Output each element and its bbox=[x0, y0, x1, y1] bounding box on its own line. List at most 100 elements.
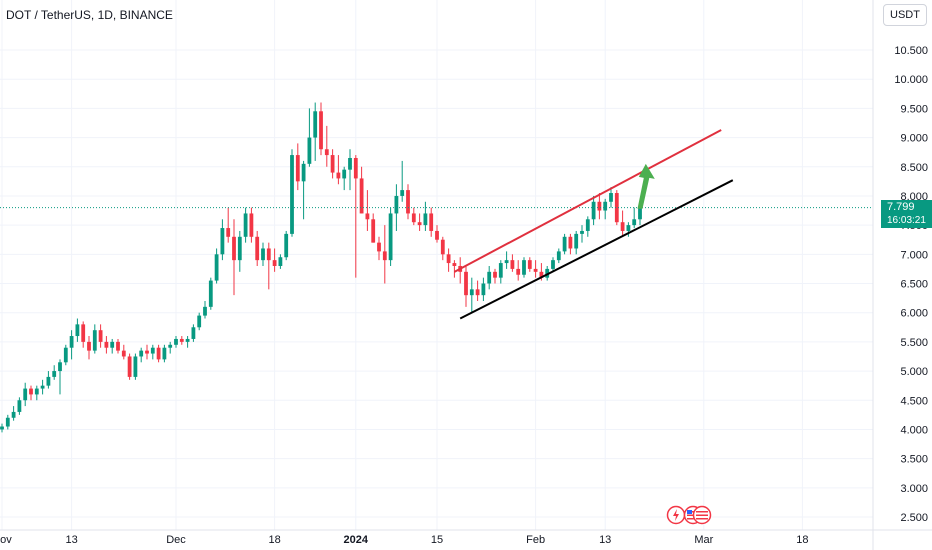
candle-body bbox=[11, 411, 16, 418]
candle-body bbox=[498, 263, 503, 278]
candle-body bbox=[440, 239, 445, 255]
last-price-value: 7.799 bbox=[887, 201, 915, 213]
candle-body bbox=[603, 201, 608, 211]
candle-body bbox=[597, 201, 602, 211]
countdown-timer: 16:03:21 bbox=[887, 215, 926, 226]
candle-body bbox=[168, 344, 173, 348]
up-arrow bbox=[637, 163, 655, 209]
candle-body bbox=[295, 155, 300, 182]
candle-body bbox=[353, 157, 358, 179]
candle-body bbox=[359, 178, 364, 214]
candle-body bbox=[243, 213, 248, 237]
candle-body bbox=[255, 236, 260, 261]
currency-button[interactable]: USDT bbox=[883, 4, 927, 26]
candle-body bbox=[46, 376, 51, 386]
candle-body bbox=[162, 347, 167, 360]
candle-body bbox=[81, 324, 86, 342]
candle-body bbox=[197, 315, 202, 328]
candle-body bbox=[556, 251, 561, 261]
y-tick-label: 9.500 bbox=[900, 103, 928, 115]
candle-body bbox=[179, 338, 184, 342]
x-tick-label: 13 bbox=[599, 534, 611, 546]
lightning-icon[interactable] bbox=[666, 505, 686, 525]
candle-body bbox=[614, 193, 619, 223]
y-tick-label: 4.000 bbox=[900, 424, 928, 436]
candle-body bbox=[609, 193, 613, 202]
x-tick-label: 18 bbox=[796, 534, 808, 546]
event-icons[interactable] bbox=[666, 505, 714, 525]
candle-body bbox=[5, 417, 10, 427]
candle-body bbox=[411, 213, 416, 223]
candle-body bbox=[278, 257, 283, 266]
candle-body bbox=[469, 289, 474, 296]
candle-body bbox=[52, 371, 57, 377]
candle-body bbox=[394, 195, 399, 214]
candle-body bbox=[23, 388, 28, 401]
x-tick-label: Nov bbox=[0, 534, 12, 546]
candle-body bbox=[319, 111, 323, 150]
candle-body bbox=[324, 149, 329, 156]
candle-body bbox=[516, 268, 521, 275]
candle-body bbox=[580, 230, 584, 234]
candle-body bbox=[510, 260, 515, 269]
x-tick-label: Dec bbox=[166, 534, 186, 546]
x-tick-label: Mar bbox=[694, 534, 713, 546]
candle-body bbox=[591, 201, 596, 220]
candle-body bbox=[249, 213, 254, 237]
candle-body bbox=[156, 347, 161, 360]
candle-body bbox=[533, 268, 538, 272]
y-tick-label: 7.000 bbox=[900, 249, 928, 261]
drawings bbox=[0, 129, 873, 320]
candle-body bbox=[342, 169, 347, 179]
candle-body bbox=[58, 362, 62, 372]
candle-body bbox=[40, 385, 45, 389]
candle-body bbox=[493, 271, 497, 278]
candle-body bbox=[127, 356, 132, 377]
candle-body bbox=[266, 248, 271, 261]
candle-body bbox=[104, 341, 109, 348]
chart-title: DOT / TetherUS, 1D, BINANCE bbox=[6, 8, 173, 22]
candle-body bbox=[406, 190, 410, 214]
candle-body bbox=[446, 254, 451, 264]
candle-body bbox=[522, 260, 526, 275]
candle-body bbox=[423, 213, 428, 226]
candle-body bbox=[220, 228, 225, 255]
candle-body bbox=[429, 213, 434, 231]
candle-body bbox=[145, 350, 149, 354]
candle-body bbox=[313, 111, 318, 138]
y-tick-label: 3.000 bbox=[900, 483, 928, 495]
candle-body bbox=[0, 426, 4, 430]
candle-body bbox=[208, 280, 213, 307]
candle-body bbox=[139, 350, 144, 357]
candle-body bbox=[475, 289, 480, 296]
candle-body bbox=[371, 219, 376, 243]
candle-body bbox=[69, 336, 74, 348]
y-tick-label: 10.000 bbox=[894, 74, 928, 86]
candle-body bbox=[551, 260, 555, 269]
candle-body bbox=[237, 236, 242, 261]
candle-body bbox=[226, 228, 231, 237]
candle-body bbox=[417, 222, 422, 226]
grid bbox=[0, 0, 873, 530]
candle-body bbox=[382, 251, 387, 261]
candle-body bbox=[261, 248, 265, 261]
candle-body bbox=[336, 172, 341, 179]
candle-body bbox=[365, 213, 370, 220]
candle-body bbox=[504, 260, 509, 264]
candle-body bbox=[63, 347, 68, 363]
candle-body bbox=[290, 155, 294, 234]
candle-body bbox=[348, 157, 352, 170]
y-tick-label: 8.500 bbox=[900, 162, 928, 174]
candle-body bbox=[87, 341, 91, 351]
y-tick-label: 6.000 bbox=[900, 308, 928, 320]
candle-body bbox=[307, 137, 312, 164]
us-flag-icon-2[interactable] bbox=[692, 505, 712, 525]
candle-body bbox=[568, 236, 573, 249]
candle-body bbox=[284, 233, 289, 258]
candle-body bbox=[17, 400, 22, 412]
candle-body bbox=[110, 341, 115, 348]
candle-body bbox=[272, 260, 277, 266]
y-tick-label: 3.500 bbox=[900, 454, 928, 466]
